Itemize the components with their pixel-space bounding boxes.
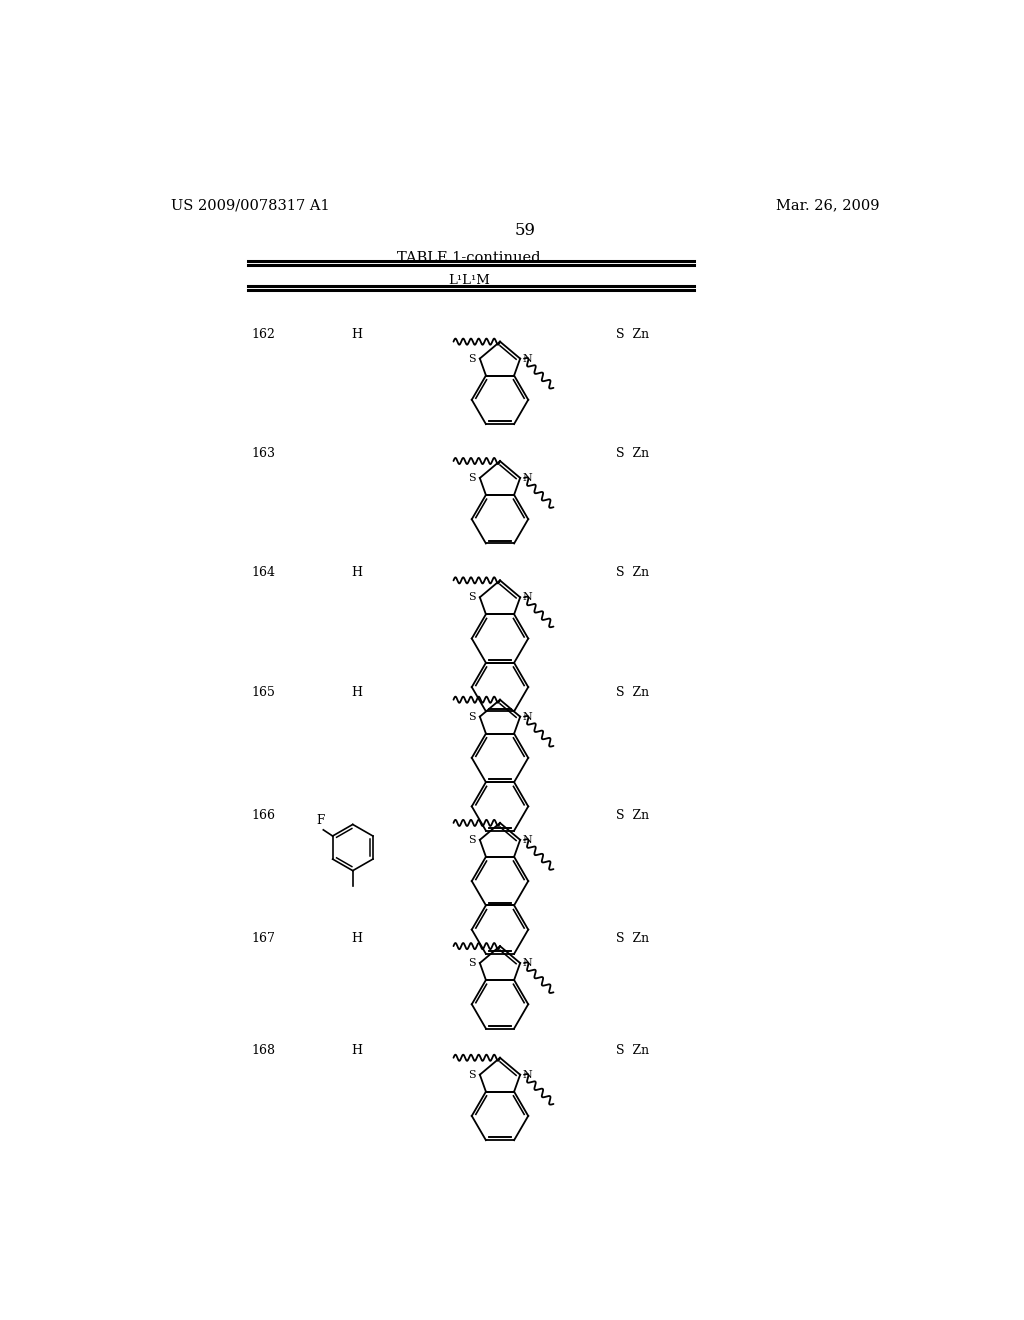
Text: US 2009/0078317 A1: US 2009/0078317 A1 [171, 198, 330, 213]
Text: S  Zn: S Zn [616, 686, 649, 698]
Text: H: H [351, 327, 362, 341]
Text: N: N [522, 958, 532, 968]
Text: S: S [468, 834, 476, 845]
Text: S  Zn: S Zn [616, 932, 649, 945]
Text: N: N [522, 354, 532, 363]
Text: TABLE 1-continued: TABLE 1-continued [397, 251, 541, 265]
Text: N: N [522, 711, 532, 722]
Text: N: N [522, 1069, 532, 1080]
Text: Mar. 26, 2009: Mar. 26, 2009 [776, 198, 880, 213]
Text: S: S [468, 1069, 476, 1080]
Text: F: F [316, 813, 325, 826]
Text: S  Zn: S Zn [616, 1044, 649, 1057]
Text: S  Zn: S Zn [616, 447, 649, 461]
Text: H: H [351, 686, 362, 698]
Text: H: H [351, 1044, 362, 1057]
Text: 164: 164 [252, 566, 275, 579]
Text: L¹L¹M: L¹L¹M [449, 275, 489, 286]
Text: 165: 165 [252, 686, 275, 698]
Text: S  Zn: S Zn [616, 327, 649, 341]
Text: S  Zn: S Zn [616, 809, 649, 822]
Text: N: N [522, 834, 532, 845]
Text: S  Zn: S Zn [616, 566, 649, 579]
Text: S: S [468, 958, 476, 968]
Text: 59: 59 [514, 222, 536, 239]
Text: N: N [522, 593, 532, 602]
Text: H: H [351, 566, 362, 579]
Text: 167: 167 [252, 932, 275, 945]
Text: 166: 166 [252, 809, 275, 822]
Text: 162: 162 [252, 327, 275, 341]
Text: N: N [522, 473, 532, 483]
Text: S: S [468, 354, 476, 363]
Text: S: S [468, 473, 476, 483]
Text: 163: 163 [252, 447, 275, 461]
Text: H: H [351, 932, 362, 945]
Text: 168: 168 [252, 1044, 275, 1057]
Text: S: S [468, 711, 476, 722]
Text: S: S [468, 593, 476, 602]
